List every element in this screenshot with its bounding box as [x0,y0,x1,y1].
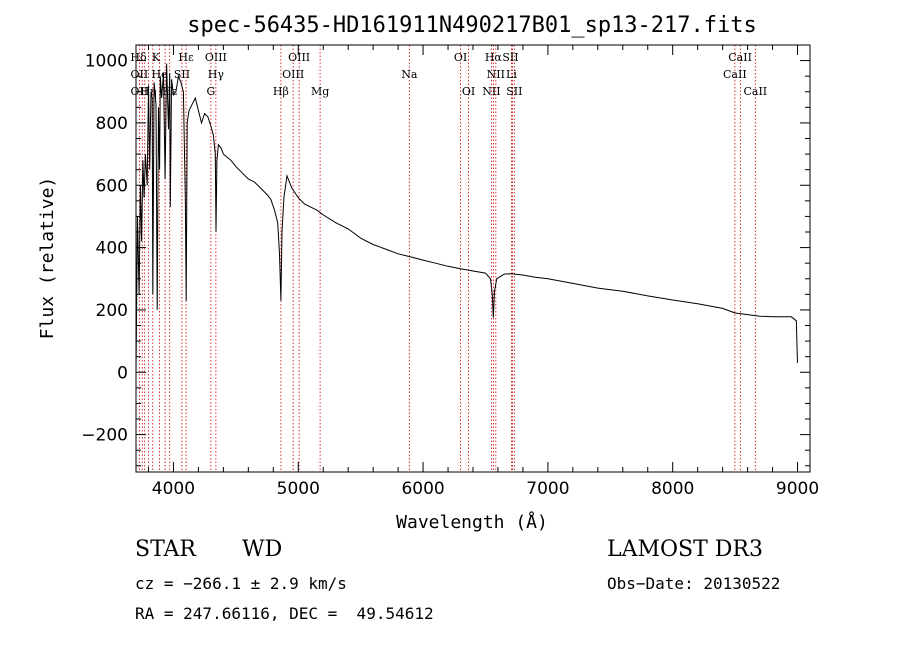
spectral-line-label: SII [174,68,190,81]
spectral-line-label: Na [401,68,418,81]
spectral-line-label: G [206,85,215,98]
x-tick-label: 9000 [776,479,819,499]
redshift-cz: cz = −266.1 ± 2.9 km/s [135,574,347,593]
x-tick-label: 7000 [526,479,569,499]
spectral-line-label: Li [506,68,517,81]
spectral-line-label: Hε [178,51,194,64]
axes: 4000 5000 6000 7000 8000 9000 −200 0 200 400 600 80… [81,44,819,499]
y-tick-label: −200 [81,426,128,446]
survey-name: LAMOST DR3 [607,537,763,562]
spectral-line-label: Hγ [208,68,225,81]
y-tick-label: 200 [96,301,128,321]
spectral-line-label: Hα [485,51,503,64]
spectral-line-label: OIII [288,51,310,64]
x-axis-label: Wavelength (Å) [396,511,548,533]
spectral-line-label: SII [502,51,518,64]
spectral-line-label: OIII [282,68,304,81]
y-axis-label: Flux (relative) [37,177,58,340]
spectral-line-label: OI [462,85,475,98]
observation-date: Obs−Date: 20130522 [607,574,781,593]
spectral-line-label: CaII [743,85,767,98]
object-type: STAR [135,537,196,562]
spectral-line-label: NII [487,68,505,81]
y-tick-label: 0 [117,363,128,383]
coordinates: RA = 247.66116, DEC = 49.54612 [135,604,434,623]
spectral-line-label: He [152,68,168,81]
spectral-line-label: Mg [311,85,329,98]
x-tick-label: 4000 [152,479,195,499]
spectral-line-label: K [152,51,161,64]
x-tick-label: 5000 [277,479,320,499]
plot-frame [135,44,811,473]
object-subclass: WD [242,537,283,562]
spectral-line-label: CaII [723,68,747,81]
spectral-line-label: NII [482,85,500,98]
chart-title: spec-56435-HD161911N490217B01_sp13-217.f… [187,13,757,38]
spectrum-line [135,63,798,373]
spectral-line-label: CaII [728,51,752,64]
y-tick-label: 1000 [85,52,128,72]
spectral-line-label: Hβ [273,85,289,98]
spectral-line-label: SII [506,85,522,98]
spectral-line-label: OII [131,68,149,81]
x-tick-label: 6000 [401,479,444,499]
line-markers [138,45,756,472]
x-tick-label: 8000 [651,479,694,499]
y-tick-label: 600 [96,176,128,196]
spectral-line-label: OI [454,51,467,64]
spectral-line-label: Hδ [130,51,147,64]
spectral-line-label: OIII [205,51,227,64]
y-tick-label: 800 [96,114,128,134]
y-tick-label: 400 [96,239,128,259]
